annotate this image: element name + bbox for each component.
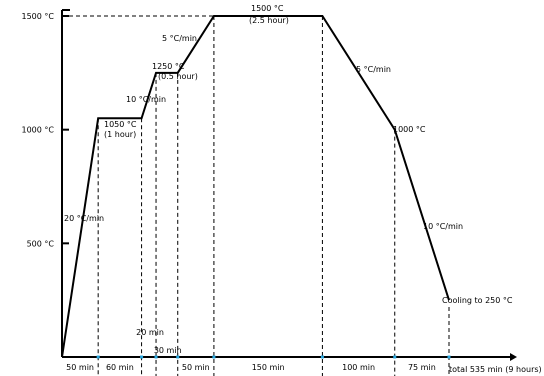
x-marker-1 (140, 355, 144, 359)
segment-duration-label-6: 100 min (342, 363, 375, 372)
x-marker-2 (154, 355, 158, 359)
annotation-1050: 1050 °C (104, 120, 137, 129)
x-axis-arrowhead (510, 353, 517, 361)
annotation-1000: 1000 °C (393, 125, 426, 134)
segment-duration-label-0: 50 min (66, 363, 94, 372)
x-marker-0 (96, 355, 100, 359)
annotation-rate-5-up: 5 °C/min (162, 34, 197, 43)
annotation-rate-10: 10 °C/min (126, 95, 166, 104)
x-marker-7 (447, 355, 451, 359)
annotation-group: 20 °C/min 1050 °C (1 hour) 10 °C/min 125… (64, 4, 542, 374)
segment-duration-label-7: 75 min (408, 363, 436, 372)
temperature-profile-line (61, 15, 450, 358)
x-marker-3 (176, 355, 180, 359)
segment-duration-label-4: 50 min (182, 363, 210, 372)
segment-duration-label-2: 20 min (136, 328, 164, 337)
segment-duration-label-5: 150 min (252, 363, 285, 372)
x-marker-6 (393, 355, 397, 359)
annotation-0-5-hour: (0.5 hour) (158, 72, 198, 81)
x-marker-4 (212, 355, 216, 359)
total-duration-label: total 535 min (9 hours) (449, 365, 542, 374)
annotation-rate-20: 20 °C/min (64, 214, 104, 223)
annotation-2-5-hour: (2.5 hour) (249, 16, 289, 25)
annotation-1500: 1500 °C (251, 4, 284, 13)
annotation-1-hour: (1 hour) (104, 130, 136, 139)
segment-duration-label-1: 60 min (106, 363, 134, 372)
y-tick-label-1500: 1500 °C (22, 12, 55, 21)
annotation-rate-5-down: 5 °C/min (356, 65, 391, 74)
annotation-cooling: Cooling to 250 °C (442, 296, 513, 305)
annotation-1250: 1250 °C (152, 62, 185, 71)
x-marker-5 (320, 355, 324, 359)
y-tick-label-1000: 1000 °C (22, 126, 55, 135)
segment-duration-label-3: 30 min (154, 346, 182, 355)
y-tick-label-500: 500 °C (27, 239, 55, 248)
annotation-rate-10-down: 10 °C/min (423, 222, 463, 231)
